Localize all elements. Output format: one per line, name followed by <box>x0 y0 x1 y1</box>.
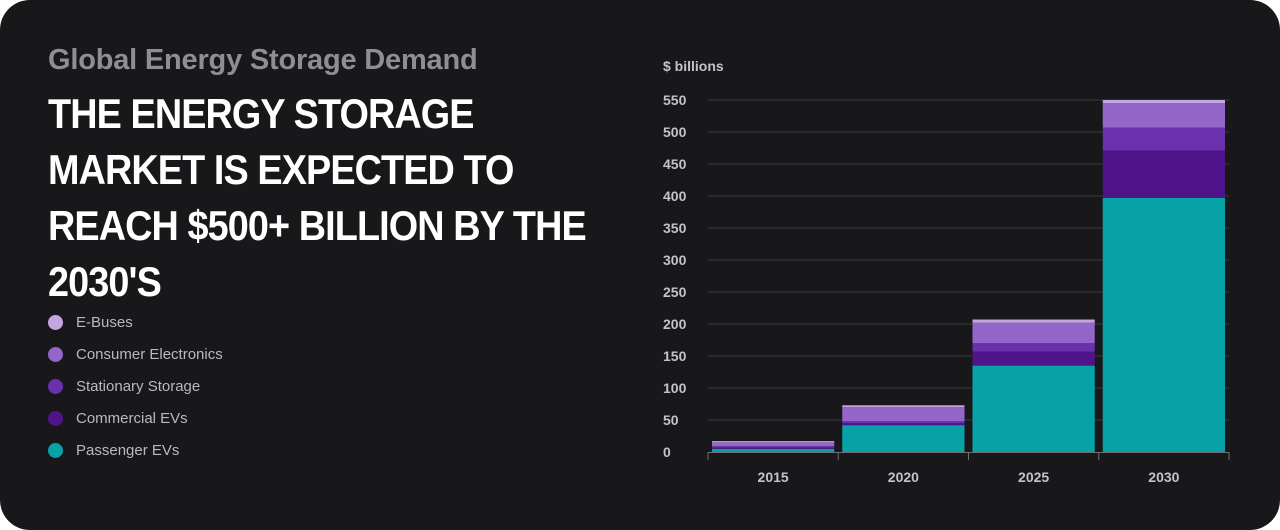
y-tick-label: 200 <box>663 316 687 332</box>
bar-segment <box>712 448 835 452</box>
chart-subtitle: Global Energy Storage Demand <box>48 44 478 76</box>
chart-headline: THE ENERGY STORAGE MARKET IS EXPECTED TO… <box>48 90 587 305</box>
y-tick-label: 500 <box>663 124 687 140</box>
legend-swatch <box>48 378 63 394</box>
y-tick-label: 400 <box>663 188 687 204</box>
bar-segment <box>842 407 965 422</box>
x-tick-label: 2025 <box>1018 469 1049 485</box>
bar-segment <box>972 343 1095 352</box>
legend-item: Stationary Storage <box>48 370 223 402</box>
y-axis-unit-label: $ billions <box>663 58 724 74</box>
bar-segment <box>712 441 835 443</box>
bar-segment <box>972 319 1095 323</box>
bar-segment <box>972 351 1095 366</box>
bar-segment <box>1102 103 1225 128</box>
bar-segment <box>1102 197 1225 452</box>
bar-segment <box>972 365 1095 452</box>
x-tick-label: 2030 <box>1148 469 1179 485</box>
bar-segment <box>1102 150 1225 198</box>
y-tick-label: 550 <box>663 92 687 108</box>
x-tick-label: 2020 <box>888 469 919 485</box>
bar-segment <box>972 322 1095 344</box>
legend-item: Consumer Electronics <box>48 338 223 370</box>
legend-item: Passenger EVs <box>48 434 223 466</box>
bar-segment <box>842 425 965 452</box>
x-tick-label: 2015 <box>758 469 789 485</box>
legend-swatch <box>48 410 63 426</box>
bar-segment <box>712 446 835 448</box>
y-tick-label: 50 <box>663 412 679 428</box>
legend-item: E-Buses <box>48 306 223 338</box>
y-tick-label: 100 <box>663 380 687 396</box>
legend-label: Stationary Storage <box>76 377 201 395</box>
y-tick-label: 0 <box>663 444 671 460</box>
bar-segment <box>842 421 965 424</box>
legend-label: Consumer Electronics <box>76 345 223 363</box>
y-tick-label: 150 <box>663 348 687 364</box>
chart-legend: E-Buses Consumer Electronics Stationary St… <box>48 306 223 466</box>
y-tick-label: 450 <box>663 156 687 172</box>
bar-segment <box>842 423 965 426</box>
legend-swatch <box>48 442 63 458</box>
bar-segment <box>712 447 835 449</box>
legend-swatch <box>48 314 63 330</box>
bar-segment <box>842 405 965 408</box>
y-tick-label: 300 <box>663 252 687 268</box>
legend-label: Passenger EVs <box>76 441 180 459</box>
bar-segment <box>712 442 835 447</box>
legend-label: E-Buses <box>76 313 133 331</box>
legend-swatch <box>48 346 63 362</box>
y-tick-label: 350 <box>663 220 687 236</box>
y-tick-label: 250 <box>663 284 687 300</box>
bar-segment <box>1102 127 1225 151</box>
legend-item: Commercial EVs <box>48 402 223 434</box>
bar-segment <box>1102 100 1225 104</box>
legend-label: Commercial EVs <box>76 409 188 427</box>
